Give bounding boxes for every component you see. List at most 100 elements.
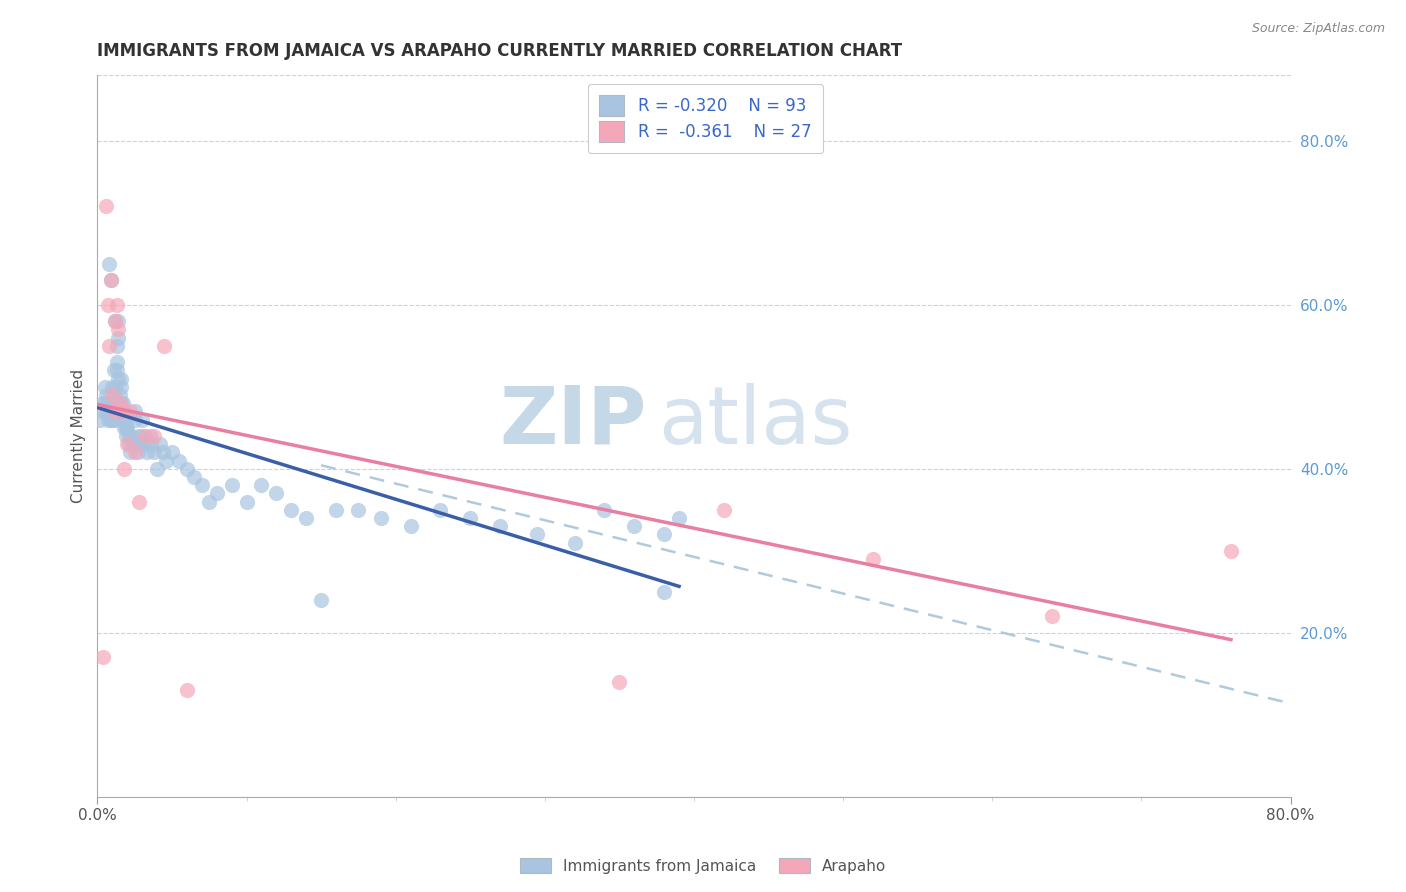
Point — [295, 511, 318, 525]
Point — [131, 412, 153, 426]
Point — [115, 412, 138, 426]
Text: Source: ZipAtlas.com: Source: ZipAtlas.com — [1251, 22, 1385, 36]
Point — [128, 494, 150, 508]
Point — [135, 445, 157, 459]
Point — [110, 371, 132, 385]
Point — [94, 396, 117, 410]
Point — [155, 453, 177, 467]
Point — [143, 445, 166, 459]
Point — [96, 404, 118, 418]
Y-axis label: Currently Married: Currently Married — [72, 369, 86, 503]
Point — [107, 314, 129, 328]
Point — [105, 339, 128, 353]
Point — [108, 396, 131, 410]
Point — [347, 502, 370, 516]
Point — [101, 388, 124, 402]
Point — [160, 445, 183, 459]
Point — [97, 298, 120, 312]
Point — [152, 445, 174, 459]
Point — [280, 502, 302, 516]
Point — [111, 404, 134, 418]
Point — [458, 511, 481, 525]
Point — [105, 298, 128, 312]
Point — [108, 388, 131, 402]
Point — [97, 412, 120, 426]
Point — [429, 502, 451, 516]
Point — [110, 396, 132, 410]
Text: ZIP: ZIP — [499, 383, 647, 460]
Point — [862, 552, 884, 566]
Point — [134, 437, 156, 451]
Point — [101, 380, 124, 394]
Point — [107, 371, 129, 385]
Point — [104, 380, 127, 394]
Point — [124, 445, 146, 459]
Point — [370, 511, 392, 525]
Point — [124, 404, 146, 418]
Point — [146, 461, 169, 475]
Legend: Immigrants from Jamaica, Arapaho: Immigrants from Jamaica, Arapaho — [515, 852, 891, 880]
Point — [110, 404, 132, 418]
Point — [564, 535, 586, 549]
Point — [104, 314, 127, 328]
Point — [593, 502, 616, 516]
Point — [128, 429, 150, 443]
Point — [1219, 543, 1241, 558]
Point — [98, 339, 121, 353]
Point — [114, 429, 136, 443]
Point — [124, 412, 146, 426]
Point — [91, 650, 114, 665]
Point — [104, 314, 127, 328]
Point — [118, 429, 141, 443]
Point — [139, 437, 162, 451]
Point — [101, 412, 124, 426]
Point — [668, 511, 690, 525]
Point — [104, 412, 127, 426]
Point — [122, 437, 145, 451]
Point — [120, 404, 142, 418]
Point — [205, 486, 228, 500]
Point — [120, 445, 142, 459]
Point — [138, 429, 160, 443]
Point — [115, 421, 138, 435]
Point — [489, 519, 512, 533]
Point — [112, 412, 135, 426]
Point — [103, 363, 125, 377]
Point — [101, 404, 124, 418]
Point — [103, 404, 125, 418]
Point — [98, 404, 121, 418]
Point — [108, 396, 131, 410]
Point — [149, 437, 172, 451]
Point — [107, 322, 129, 336]
Point — [127, 445, 149, 459]
Point — [176, 683, 198, 698]
Point — [609, 674, 631, 689]
Point — [112, 461, 135, 475]
Point — [176, 461, 198, 475]
Point — [399, 519, 422, 533]
Point — [652, 584, 675, 599]
Point — [111, 404, 134, 418]
Point — [129, 437, 152, 451]
Point — [623, 519, 645, 533]
Point — [112, 421, 135, 435]
Point — [114, 421, 136, 435]
Point — [112, 404, 135, 418]
Point — [183, 470, 205, 484]
Point — [91, 396, 114, 410]
Point — [221, 478, 243, 492]
Point — [100, 273, 122, 287]
Point — [131, 429, 153, 443]
Text: atlas: atlas — [658, 383, 852, 460]
Point — [100, 273, 122, 287]
Point — [103, 388, 125, 402]
Point — [266, 486, 288, 500]
Point — [94, 380, 117, 394]
Point — [526, 527, 548, 541]
Point — [235, 494, 257, 508]
Point — [325, 502, 347, 516]
Point — [96, 199, 118, 213]
Point — [190, 478, 212, 492]
Point — [250, 478, 273, 492]
Point — [97, 396, 120, 410]
